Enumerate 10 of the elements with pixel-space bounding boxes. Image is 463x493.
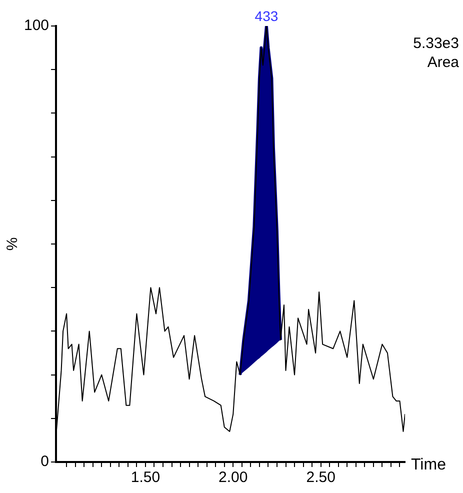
y-tick-label: 100 <box>24 17 50 34</box>
annotation: 433 <box>254 8 278 24</box>
y-tick-label: 0 <box>40 453 50 470</box>
x-tick-label: 2.00 <box>218 469 248 486</box>
y-axis-title: % <box>4 237 22 251</box>
text: Area <box>427 54 460 72</box>
x-tick-label: 2.50 <box>306 469 336 486</box>
text: 5.33e3 <box>413 35 459 52</box>
x-tick-label: 1.50 <box>130 469 160 486</box>
x-axis-title: Time <box>411 456 446 474</box>
